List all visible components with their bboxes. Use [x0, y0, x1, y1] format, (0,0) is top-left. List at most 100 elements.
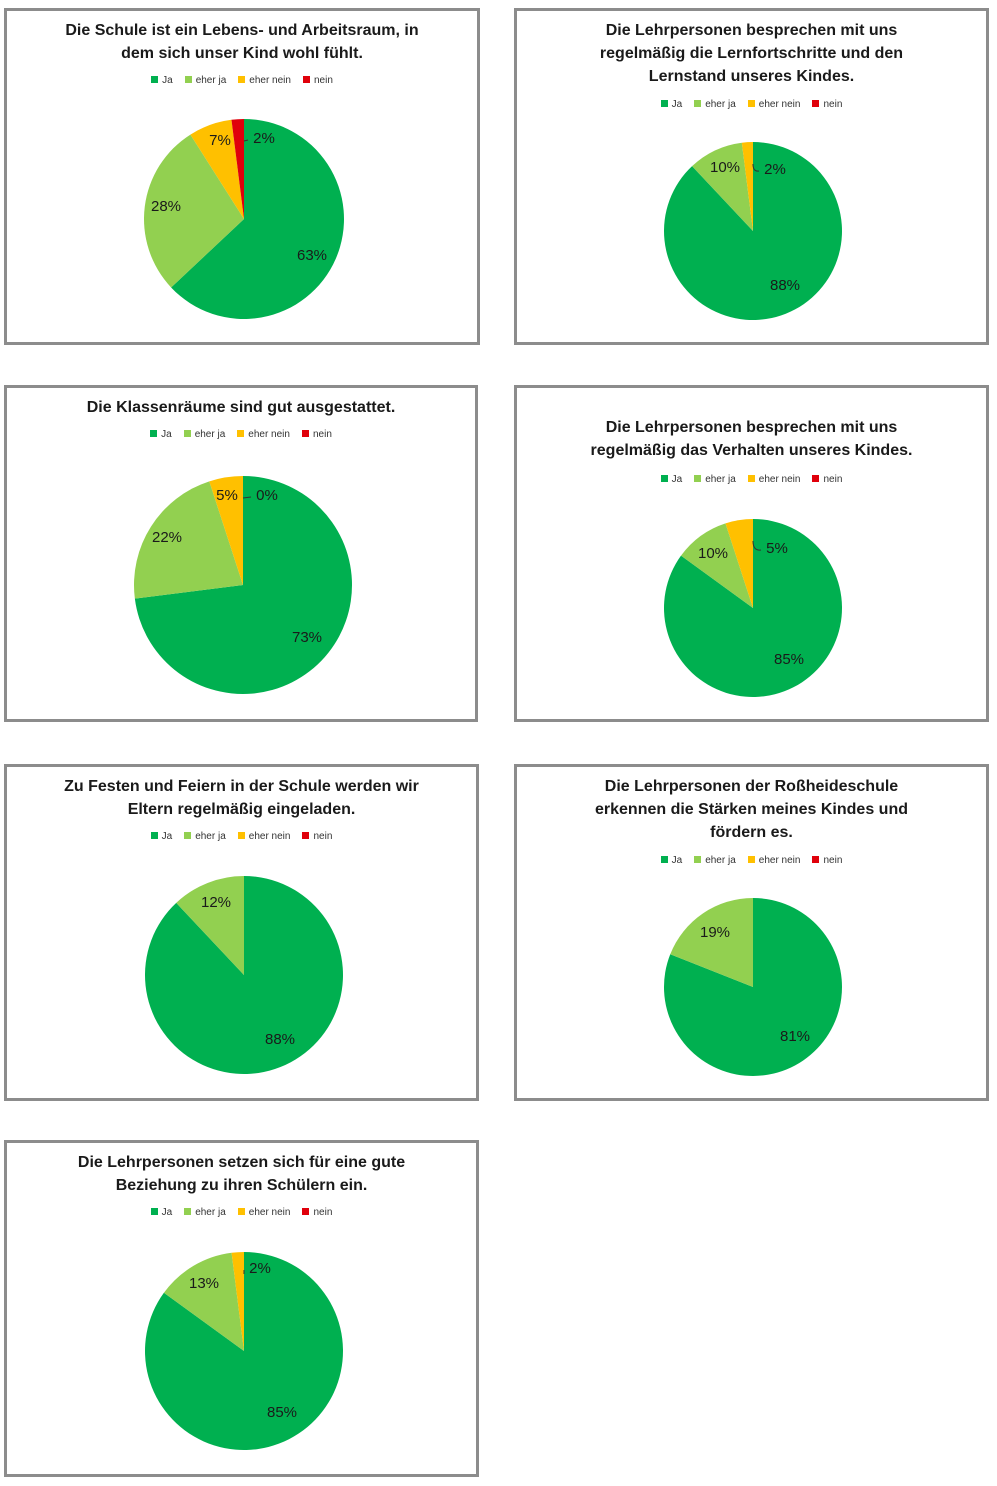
legend-item: eher ja [184, 75, 227, 86]
label-leader-line [242, 496, 252, 499]
legend-item: eher nein [238, 75, 291, 86]
chart-title-line: Zu Festen und Feiern in der Schule werde… [64, 778, 419, 795]
chart-title-line: erkennen die Stärken meines Kindes und [595, 801, 908, 818]
pie-slice [171, 119, 344, 319]
chart-title-line: dem sich unser Kind wohl fühlt. [121, 45, 363, 62]
legend-label: nein [823, 855, 843, 866]
data-label: 88% [770, 277, 800, 294]
legend-label: eher ja [705, 474, 736, 485]
pie-chart: 81% 19% [664, 898, 842, 1076]
data-label: 10% [698, 545, 728, 562]
chart-panel: Die Lehrpersonen setzen sich für eine gu… [4, 1140, 479, 1477]
chart-title: Zu Festen und Feiern in der Schule werde… [7, 775, 476, 821]
legend-label: eher ja [195, 1207, 226, 1218]
data-label: 19% [700, 924, 730, 941]
legend-item: Ja [150, 429, 172, 440]
legend-item: nein [302, 75, 333, 86]
legend-label: eher ja [195, 75, 227, 86]
legend-item: eher nein [237, 429, 290, 440]
data-label: 73% [292, 629, 322, 646]
legend-label: eher nein [249, 75, 291, 86]
chart-panel: Die Schule ist ein Lebens- und Arbeitsra… [4, 8, 480, 345]
legend-swatch [302, 76, 310, 83]
chart-title: Die Lehrpersonen besprechen mit uns regel… [517, 19, 986, 88]
pie-slice [680, 523, 753, 608]
chart-legend: Ja eher ja eher nein nein [7, 75, 477, 86]
data-label: 13% [189, 1275, 219, 1292]
legend-swatch [237, 832, 245, 839]
pie-slice [725, 519, 753, 608]
data-label: 5% [216, 487, 238, 504]
legend-item: eher ja [183, 429, 226, 440]
chart-title-line: Die Lehrpersonen besprechen mit uns [605, 419, 898, 436]
legend-label: nein [313, 831, 333, 842]
legend-item: nein [302, 1207, 332, 1218]
pie-slice [664, 898, 842, 1076]
legend-swatch [660, 475, 668, 482]
legend-item: eher ja [694, 855, 736, 866]
legend-item: Ja [151, 75, 173, 86]
legend-label: nein [313, 75, 333, 86]
pie-slice [209, 476, 243, 585]
data-label: 88% [265, 1031, 295, 1048]
legend-label: Ja [161, 1207, 173, 1218]
legend-label: nein [823, 474, 843, 485]
pie-slice [144, 134, 244, 288]
pie-chart: 73% 22% 5% 0% [134, 476, 352, 694]
legend-swatch [302, 1208, 310, 1215]
chart-legend: Ja eher ja eher nein nein [517, 855, 986, 866]
chart-panel: Die Klassenräume sind gut ausgestattet. J… [4, 385, 478, 722]
legend-swatch [747, 100, 755, 107]
data-label: 5% [766, 540, 788, 557]
pie-slice [176, 876, 244, 975]
data-label: 85% [267, 1404, 297, 1421]
pie-slice [741, 142, 753, 231]
chart-title-line: Beziehung zu ihren Schülern ein. [115, 1177, 368, 1194]
legend-item: nein [812, 474, 842, 485]
chart-panel: Die Lehrpersonen besprechen mit uns regel… [514, 385, 989, 722]
data-label: 2% [249, 1260, 271, 1277]
data-label: 85% [774, 651, 804, 668]
pie-chart: 88% 10% 2% [664, 142, 842, 320]
legend-item: eher ja [184, 1207, 226, 1218]
chart-title-line: Die Lehrpersonen setzen sich für eine gu… [77, 1154, 406, 1171]
label-leader-line [243, 139, 249, 142]
legend-swatch [151, 76, 159, 83]
pie-slice [163, 1252, 244, 1351]
legend-item: eher nein [747, 474, 800, 485]
legend-swatch [694, 856, 702, 863]
legend-item: eher nein [747, 855, 800, 866]
legend-swatch [184, 832, 192, 839]
legend-label: Ja [671, 99, 683, 110]
legend-label: eher ja [194, 429, 226, 440]
chart-title: Die Klassenräume sind gut ausgestattet. [7, 396, 475, 419]
chart-title: Die Lehrpersonen setzen sich für eine gu… [7, 1151, 476, 1197]
legend-item: Ja [660, 474, 682, 485]
legend-swatch [694, 100, 702, 107]
legend-item: eher nein [237, 1207, 291, 1218]
chart-legend: Ja eher ja eher nein nein [517, 99, 986, 110]
pie-slice [231, 119, 244, 219]
legend-label: eher nein [248, 831, 291, 842]
pie-slice [134, 481, 243, 599]
legend-label: eher ja [195, 831, 226, 842]
legend-label: eher ja [705, 855, 736, 866]
data-label: 2% [253, 130, 275, 147]
legend-label: Ja [161, 831, 173, 842]
pie-slice [144, 1252, 343, 1450]
legend-swatch [812, 475, 820, 482]
legend-label: Ja [161, 429, 172, 440]
data-label: 28% [151, 198, 181, 215]
legend-swatch [302, 832, 310, 839]
legend-item: eher nein [747, 99, 800, 110]
label-leader-line [752, 540, 762, 551]
chart-title-line: fördern es. [710, 824, 793, 841]
legend-label: eher nein [248, 1207, 291, 1218]
data-label: 0% [256, 487, 278, 504]
legend-swatch [812, 856, 820, 863]
legend-swatch [238, 76, 246, 83]
data-label: 7% [209, 132, 231, 149]
pie-slice [231, 1252, 244, 1351]
chart-title-line: Die Lehrpersonen besprechen mit uns [605, 22, 898, 39]
label-leader-line [752, 163, 760, 172]
